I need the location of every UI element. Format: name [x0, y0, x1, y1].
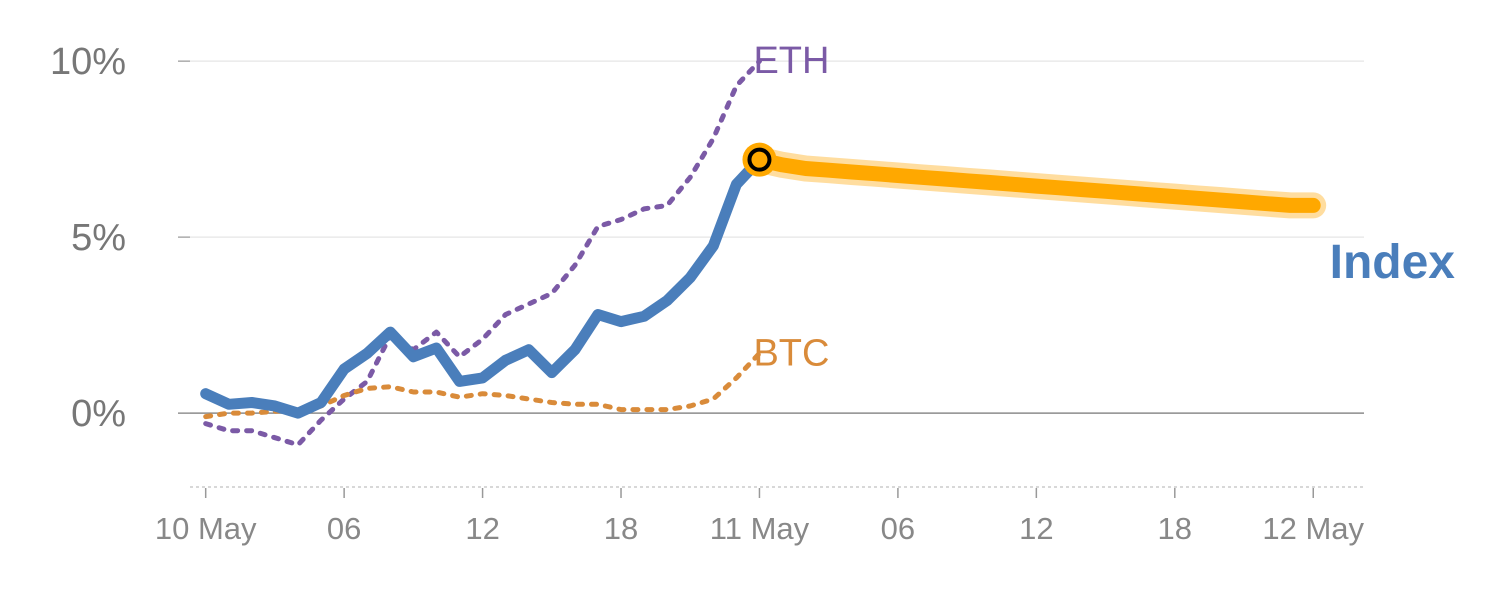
x-tick-label: 12 [465, 511, 499, 546]
x-tick-label: 06 [327, 511, 361, 546]
y-tick-label: 5% [71, 217, 126, 259]
x-tick-label: 18 [1158, 511, 1192, 546]
eth-line [203, 58, 762, 448]
x-tick-label: 12 May [1262, 511, 1364, 546]
index-series-label: Index [1330, 236, 1456, 289]
btc-series-label: BTC [753, 332, 829, 374]
eth-series-label: ETH [753, 40, 829, 82]
series-lines [200, 58, 1327, 448]
y-tick-label: 0% [71, 393, 126, 435]
index-line [200, 154, 765, 419]
x-tick-label: 18 [604, 511, 638, 546]
axes: 0% 5% 10% 10 May 06 12 18 11 May 06 12 18 12 May [50, 41, 1365, 546]
labels: ETH BTC Index [753, 40, 1455, 374]
x-tick-label: 10 May [155, 511, 257, 546]
forecast-line [752, 152, 1321, 213]
btc-line [203, 350, 762, 420]
grid-lines [178, 60, 1364, 414]
x-tick-label: 06 [881, 511, 915, 546]
current-value-marker [747, 147, 772, 172]
y-tick-label: 10% [50, 41, 126, 83]
x-tick-label: 12 [1019, 511, 1053, 546]
x-tick-label: 11 May [710, 511, 810, 546]
